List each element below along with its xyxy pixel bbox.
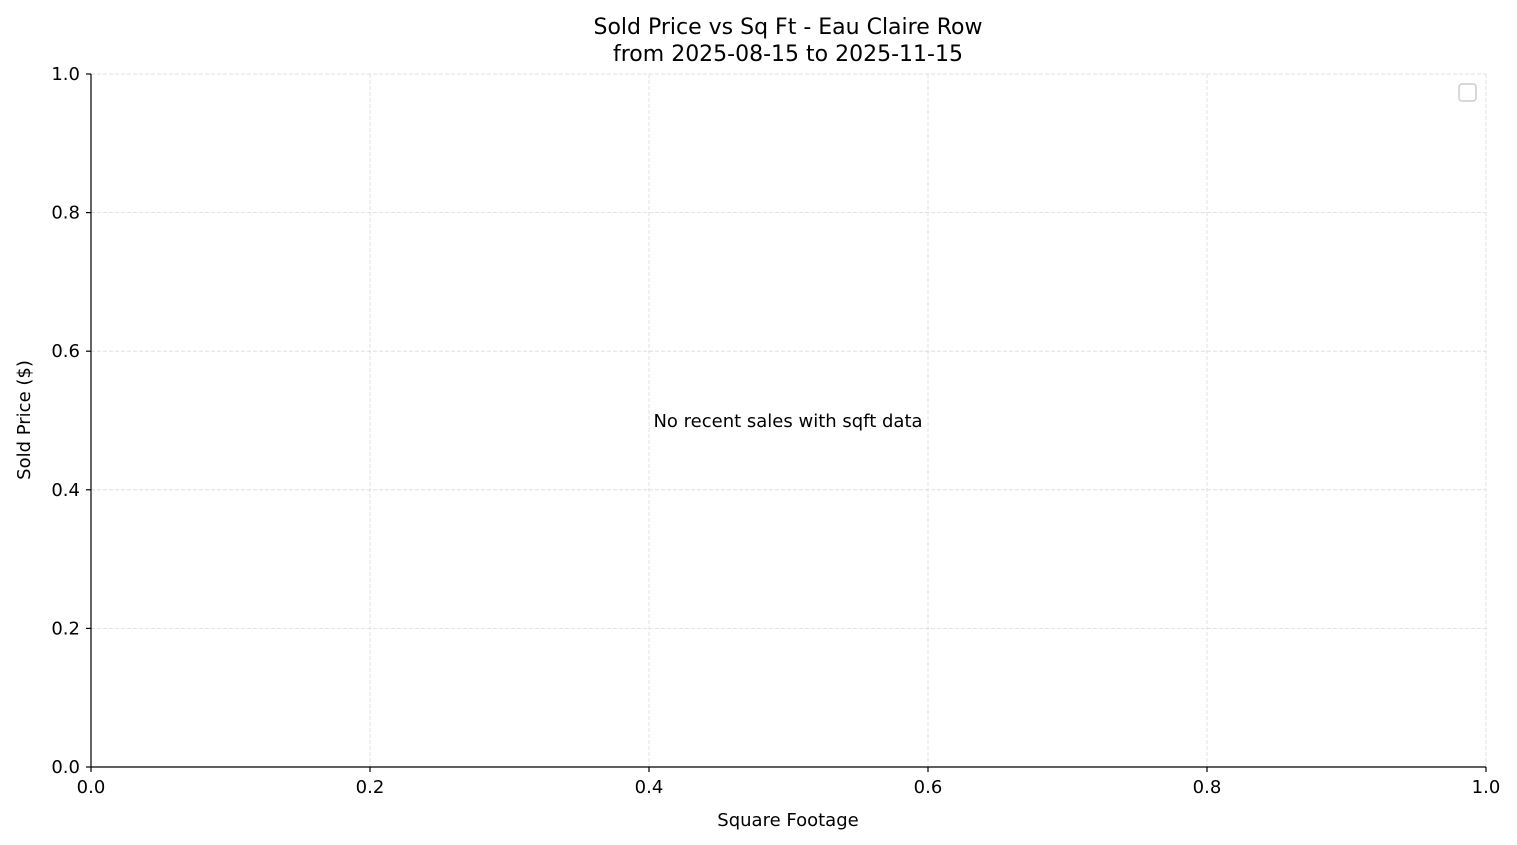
chart-title: Sold Price vs Sq Ft - Eau Claire Row: [594, 15, 983, 40]
x-tick-label: 0.4: [635, 777, 664, 798]
x-tick-label: 0.2: [356, 777, 385, 798]
y-tick-label: 0.6: [51, 341, 80, 362]
legend-box: [1458, 83, 1477, 102]
y-tick-label: 0.2: [51, 618, 80, 639]
x-tick-label: 0.8: [1193, 777, 1222, 798]
no-data-annotation: No recent sales with sqft data: [653, 411, 922, 432]
chart-subtitle: from 2025-08-15 to 2025-11-15: [613, 42, 963, 67]
x-tick-label: 0.0: [77, 777, 106, 798]
y-tick-label: 0.0: [51, 757, 80, 778]
x-tick-label: 1.0: [1472, 777, 1501, 798]
y-tick-label: 0.8: [51, 203, 80, 224]
x-ticks: 0.0 0.2 0.4 0.6 0.8 1.0: [77, 767, 1501, 798]
y-ticks: 0.0 0.2 0.4 0.6 0.8 1.0: [51, 64, 91, 778]
y-tick-label: 0.4: [51, 480, 80, 501]
y-axis-label: Sold Price ($): [14, 360, 35, 480]
x-tick-label: 0.6: [914, 777, 943, 798]
x-axis-label: Square Footage: [717, 810, 858, 831]
y-tick-label: 1.0: [51, 64, 80, 85]
